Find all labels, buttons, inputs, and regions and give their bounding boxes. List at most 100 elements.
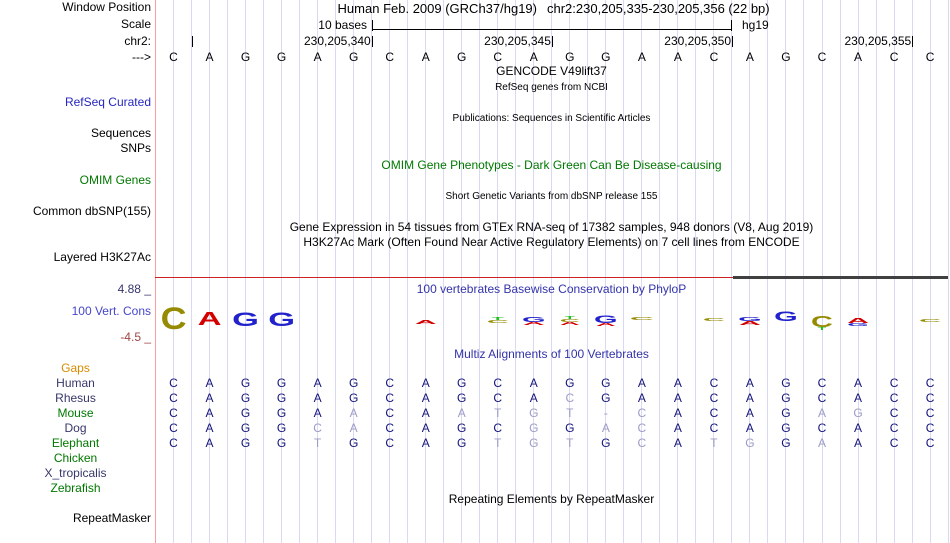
track-annotation[interactable]: Gene Expression in 54 tissues from GTEx …: [289, 220, 814, 234]
alignment-base: C: [709, 376, 719, 390]
grid-line: [533, 0, 535, 543]
track-annotation[interactable]: H3K27Ac Mark (Often Found Near Active Re…: [303, 235, 800, 249]
grid-line: [209, 0, 211, 543]
ruler-tick: [191, 36, 193, 47]
alignment-base: A: [205, 436, 214, 450]
ruler-tick: [551, 36, 553, 47]
grid-line: [461, 0, 463, 543]
alignment-base: G: [240, 436, 251, 450]
track-label--4-5-: -4.5 _: [120, 330, 151, 344]
track-annotation[interactable]: Multiz Alignments of 100 Vertebrates: [454, 347, 649, 361]
alignment-base: C: [385, 406, 394, 420]
alignment-base: C: [385, 376, 394, 390]
track-annotation[interactable]: OMIM Gene Phenotypes - Dark Green Can Be…: [381, 158, 722, 172]
alignment-base: G: [565, 421, 575, 435]
species-label-zebrafish[interactable]: Zebrafish: [50, 481, 101, 495]
track-label-window-position: Window Position: [62, 0, 151, 14]
track-label-100-vert-cons[interactable]: 100 Vert. Cons: [71, 304, 151, 318]
grid-line: [371, 0, 373, 543]
alignment-base: G: [529, 406, 539, 420]
alignment-base: C: [925, 406, 935, 420]
sequence-base: A: [673, 50, 682, 64]
track-label-repeatmasker[interactable]: RepeatMasker: [72, 511, 151, 525]
alignment-base: G: [276, 391, 287, 405]
track-label-sequences[interactable]: Sequences: [90, 126, 151, 140]
alignment-base: A: [745, 376, 754, 390]
alignment-base: G: [457, 421, 467, 435]
alignment-base: A: [745, 421, 754, 435]
species-label-gaps[interactable]: Gaps: [61, 361, 90, 375]
alignment-base: T: [313, 436, 322, 450]
track-label-omim-genes[interactable]: OMIM Genes: [79, 173, 151, 187]
alignment-base: A: [313, 406, 322, 420]
alignment-base: G: [457, 376, 467, 390]
alignment-base: C: [313, 421, 322, 435]
species-label-dog[interactable]: Dog: [64, 421, 87, 435]
grid-line: [515, 0, 517, 543]
sequence-base: A: [637, 50, 646, 64]
sequence-base: G: [348, 50, 359, 64]
alignment-base: A: [457, 406, 466, 420]
alignment-base: G: [781, 421, 791, 435]
alignment-base: G: [781, 376, 791, 390]
grid-line: [245, 0, 247, 543]
species-label-chicken[interactable]: Chicken: [53, 451, 98, 465]
alignment-base: A: [349, 406, 358, 420]
alignment-base: C: [637, 406, 647, 420]
grid-line: [587, 0, 589, 543]
alignment-base: G: [529, 421, 539, 435]
alignment-base: G: [529, 436, 539, 450]
alignment-base: G: [601, 391, 611, 405]
alignment-base: A: [854, 421, 863, 435]
alignment-base: C: [889, 391, 899, 405]
sequence-base: G: [457, 50, 467, 64]
sequence-base: G: [565, 50, 575, 64]
species-label-x_tropicalis[interactable]: X_tropicalis: [44, 466, 107, 480]
track-annotation[interactable]: RefSeq genes from NCBI: [495, 82, 608, 93]
track-label-4-88-: 4.88 _: [117, 282, 151, 296]
track-annotation[interactable]: Short Genetic Variants from dbSNP releas…: [445, 191, 658, 202]
sequence-base: C: [889, 50, 899, 64]
species-label-rhesus[interactable]: Rhesus: [55, 391, 96, 405]
track-label-scale: Scale: [120, 17, 151, 31]
ruler-coordinate-label: 230,205,345: [484, 34, 551, 48]
alignment-base: G: [853, 406, 863, 420]
alignment-base: G: [240, 421, 251, 435]
track-annotation[interactable]: 100 vertebrates Basewise Conservation by…: [416, 282, 687, 296]
grid-line: [695, 0, 697, 543]
track-label-snps[interactable]: SNPs: [120, 141, 151, 155]
alignment-base: C: [709, 391, 719, 405]
alignment-base: A: [817, 406, 826, 420]
alignment-base: G: [745, 436, 755, 450]
alignment-base: A: [673, 391, 682, 405]
alignment-base: C: [817, 391, 827, 405]
species-label-human[interactable]: Human: [56, 376, 95, 390]
sequence-base: A: [854, 50, 863, 64]
species-label-elephant[interactable]: Elephant: [51, 436, 100, 450]
grid-line: [785, 0, 787, 543]
alignment-base: C: [817, 421, 827, 435]
grid-line: [713, 0, 715, 543]
track-annotation[interactable]: Repeating Elements by RepeatMasker: [448, 492, 655, 506]
alignment-base: G: [240, 376, 251, 390]
alignment-base: A: [673, 376, 682, 390]
sequence-base: C: [385, 50, 394, 64]
track-label-refseq-curated[interactable]: RefSeq Curated: [64, 95, 151, 109]
grid-line: [677, 0, 679, 543]
alignment-base: A: [421, 436, 430, 450]
alignment-base: T: [494, 406, 502, 420]
sequence-base: A: [205, 50, 214, 64]
grid-line: [335, 0, 337, 543]
scale-value-label: 10 bases: [318, 18, 367, 32]
alignment-base: C: [709, 421, 719, 435]
track-label-common-dbsnp-155-[interactable]: Common dbSNP(155): [32, 204, 151, 218]
track-annotation[interactable]: Publications: Sequences in Scientific Ar…: [452, 113, 651, 124]
alignment-base: T: [566, 406, 574, 420]
track-annotation[interactable]: GENCODE V49lift37: [496, 64, 607, 78]
species-label-mouse[interactable]: Mouse: [57, 406, 94, 420]
grid-line: [263, 0, 265, 543]
alignment-base: A: [421, 376, 430, 390]
grid-line: [227, 0, 229, 543]
track-label-layered-h3k27ac[interactable]: Layered H3K27Ac: [53, 250, 151, 264]
ruler-tick: [732, 36, 733, 47]
